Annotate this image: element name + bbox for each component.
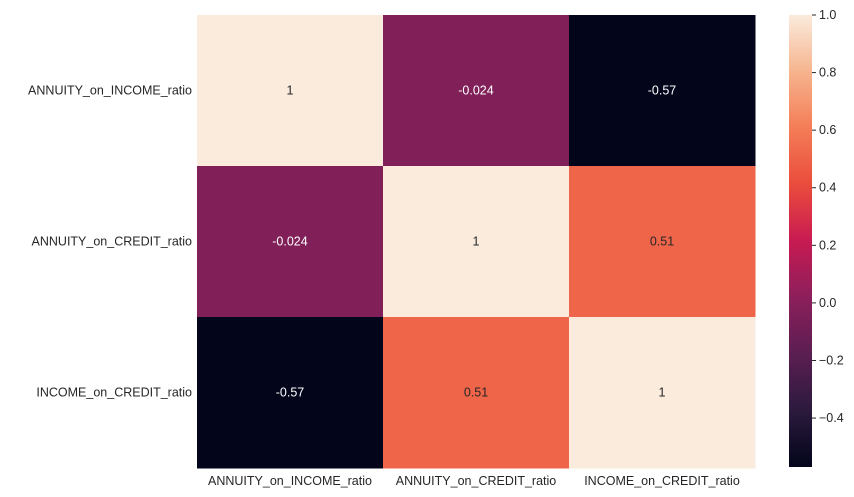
x-tick-labels: ANNUITY_on_INCOME_ratio ANNUITY_on_CREDIT… (208, 474, 740, 488)
cell-annotation: 0.51 (464, 386, 488, 400)
heatmap-cell (197, 166, 384, 318)
heatmap-cell (569, 15, 756, 167)
heatmap-cell (383, 15, 570, 167)
y-tick-label: INCOME_on_CREDIT_ratio (36, 386, 192, 400)
colorbar-tick-label: 0.2 (819, 238, 836, 252)
colorbar-tick-label: −0.4 (819, 411, 844, 425)
colorbar-tick-label: 0.8 (819, 66, 836, 80)
y-tick-label: ANNUITY_on_CREDIT_ratio (32, 235, 193, 249)
heatmap-cells: 1 -0.024 -0.57 -0.024 1 0.51 -0.57 0.51 1 (197, 15, 756, 469)
colorbar-tick-label: 0.6 (819, 123, 836, 137)
cell-annotation: -0.024 (458, 84, 493, 98)
heatmap-cell (197, 317, 384, 469)
x-tick-label: ANNUITY_on_CREDIT_ratio (396, 474, 557, 488)
cell-annotation: -0.57 (648, 84, 677, 98)
heatmap-cell (383, 166, 570, 318)
heatmap-cell (383, 317, 570, 469)
heatmap-cell (569, 166, 756, 318)
cell-annotation: 1 (659, 386, 666, 400)
heatmap-cell (569, 317, 756, 469)
x-tick-label: INCOME_on_CREDIT_ratio (584, 474, 740, 488)
cell-annotation: -0.57 (276, 386, 305, 400)
y-tick-label: ANNUITY_on_INCOME_ratio (28, 84, 192, 98)
cell-annotation: -0.024 (272, 235, 307, 249)
colorbar-ticks: 1.0 0.8 0.6 0.4 0.2 0.0 −0.2 −0.4 (812, 8, 844, 425)
colorbar-tick-label: −0.2 (819, 353, 844, 367)
colorbar-tick-label: 1.0 (819, 8, 836, 22)
colorbar-tick-label: 0.0 (819, 296, 836, 310)
colorbar: 1.0 0.8 0.6 0.4 0.2 0.0 −0.2 −0.4 (789, 8, 844, 467)
cell-annotation: 1 (473, 235, 480, 249)
x-tick-label: ANNUITY_on_INCOME_ratio (208, 474, 372, 488)
colorbar-tick-label: 0.4 (819, 181, 836, 195)
colorbar-gradient (789, 15, 812, 467)
cell-annotation: 1 (287, 84, 294, 98)
cell-annotation: 0.51 (650, 235, 674, 249)
y-tick-labels: ANNUITY_on_INCOME_ratio ANNUITY_on_CREDIT… (28, 84, 192, 400)
heatmap-cell (197, 15, 384, 167)
